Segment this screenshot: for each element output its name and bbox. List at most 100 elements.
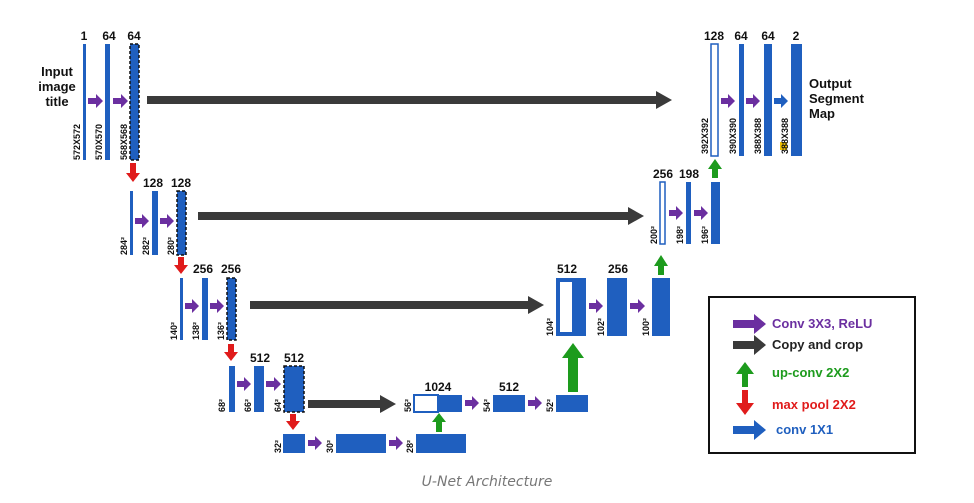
legend-conv-icon [733, 314, 766, 334]
ch-b-1: 1024 [425, 380, 452, 394]
bottleneck: 32² 30² 28² [273, 434, 466, 453]
copy-crop-arrow-1 [147, 91, 672, 109]
block-u1-3 [764, 44, 772, 156]
block-l3-1 [180, 278, 183, 340]
block-b-3 [416, 434, 466, 453]
ch-u1-4: 2 [793, 29, 800, 43]
ch-in-1: 1 [81, 29, 88, 43]
legend-upconv-label: up-conv 2X2 [772, 365, 849, 380]
conv-arrow [721, 94, 735, 108]
dim-d3b: 138² [191, 322, 201, 340]
block-u1-2 [739, 44, 744, 156]
dim-u4a: 104² [545, 318, 555, 336]
input-label-line3: title [45, 94, 68, 109]
conv-arrow [185, 299, 199, 313]
block-u5-2 [438, 395, 462, 412]
output-label-line2: Segment [809, 91, 865, 106]
copy-crop-arrow-3 [250, 296, 544, 314]
conv-arrow [135, 214, 149, 228]
block-u4-1-inner [560, 282, 572, 332]
ch-u3-2: 198 [679, 167, 699, 181]
dim-d5a: 32² [273, 440, 283, 453]
input-label-line1: Input [41, 64, 73, 79]
block-u4-3 [652, 278, 670, 336]
highlight-mark [780, 142, 787, 150]
upconv-arrow-3 [562, 343, 584, 392]
ch-u4-1: 512 [557, 262, 577, 276]
dim-d1a: 572X572 [72, 124, 82, 160]
ch-u1-2: 64 [734, 29, 748, 43]
dim-u5b: 54² [482, 399, 492, 412]
level-2-decoder: 256 198 200² 198² 196² [649, 167, 720, 245]
ch-l2-1: 128 [143, 176, 163, 190]
dim-u1b: 390X390 [728, 118, 738, 154]
block-u5-4 [556, 395, 588, 412]
block-l4-1 [229, 366, 235, 412]
ch-l4-2: 512 [284, 351, 304, 365]
dim-d1b: 570X570 [94, 124, 104, 160]
ch-l3-1: 256 [193, 262, 213, 276]
dim-u3b: 198² [675, 226, 685, 244]
conv1x1-arrow [774, 94, 788, 108]
input-label-line2: image [38, 79, 76, 94]
dim-d3a: 140² [169, 322, 179, 340]
dim-u5a: 56² [403, 399, 413, 412]
block-l3-2 [202, 278, 208, 340]
pool-arrow-4 [286, 414, 300, 430]
block-l2-2 [152, 191, 158, 255]
ch-u4-2: 256 [608, 262, 628, 276]
ch-in-2: 64 [102, 29, 116, 43]
ch-l3-2: 256 [221, 262, 241, 276]
upconv-arrow-4 [432, 413, 446, 432]
dim-u3c: 196² [700, 226, 710, 244]
block-u3-1 [659, 181, 666, 245]
dim-u5c: 52² [545, 399, 555, 412]
dim-d4c: 64² [273, 399, 283, 412]
conv-arrow [113, 94, 128, 108]
conv-arrow [389, 436, 403, 450]
output-label-line1: Output [809, 76, 852, 91]
output-label-line3: Map [809, 106, 835, 121]
conv-arrow [266, 377, 281, 391]
conv-arrow [160, 214, 174, 228]
ch-u1-1: 128 [704, 29, 724, 43]
legend-pool-icon [736, 390, 754, 415]
block-b-2 [336, 434, 386, 453]
legend-conv1x1-label: conv 1X1 [776, 422, 833, 437]
level-4-encoder: 512 512 68² 66² 64² [217, 351, 305, 413]
block-in-3 [129, 43, 140, 161]
dim-d3c: 136² [216, 322, 226, 340]
figure-caption: U-Net Architecture [422, 474, 553, 490]
block-u1-4 [791, 44, 802, 156]
conv-arrow [528, 396, 542, 410]
conv-arrow [694, 206, 708, 220]
dim-d2a: 284² [119, 237, 129, 255]
dim-d4b: 66² [243, 399, 253, 412]
upconv-arrow-2 [654, 255, 668, 275]
ch-l2-2: 128 [171, 176, 191, 190]
block-u3-3 [711, 182, 720, 244]
dim-d2b: 282² [141, 237, 151, 255]
dim-d4a: 68² [217, 399, 227, 412]
block-u5-3 [493, 395, 525, 412]
legend-copy-icon [733, 335, 766, 355]
level-3-decoder: 512 256 104² 102² 100² [545, 262, 670, 336]
block-u5-1 [413, 394, 439, 413]
block-u1-1 [710, 43, 719, 157]
block-u4-2 [607, 278, 627, 336]
copy-crop-arrow-4 [308, 395, 396, 413]
conv-arrow [669, 206, 683, 220]
upconv-arrow-1 [708, 159, 722, 178]
level-4-decoder: 1024 512 56² 54² 52² [403, 380, 588, 413]
conv-arrow [746, 94, 760, 108]
block-u3-2 [686, 182, 691, 244]
level-3-encoder: 256 256 140² 138² 136² [169, 262, 241, 341]
pool-arrow-2 [174, 257, 188, 274]
ch-u1-3: 64 [761, 29, 775, 43]
output-label: Output Segment Map [809, 76, 865, 121]
level-2-encoder: 128 128 284² 282² 280² [119, 176, 191, 256]
conv-arrow [589, 299, 603, 313]
dim-u4b: 102² [596, 318, 606, 336]
level-1-encoder: 1 64 64 572X572 570X570 568X568 [72, 29, 141, 161]
